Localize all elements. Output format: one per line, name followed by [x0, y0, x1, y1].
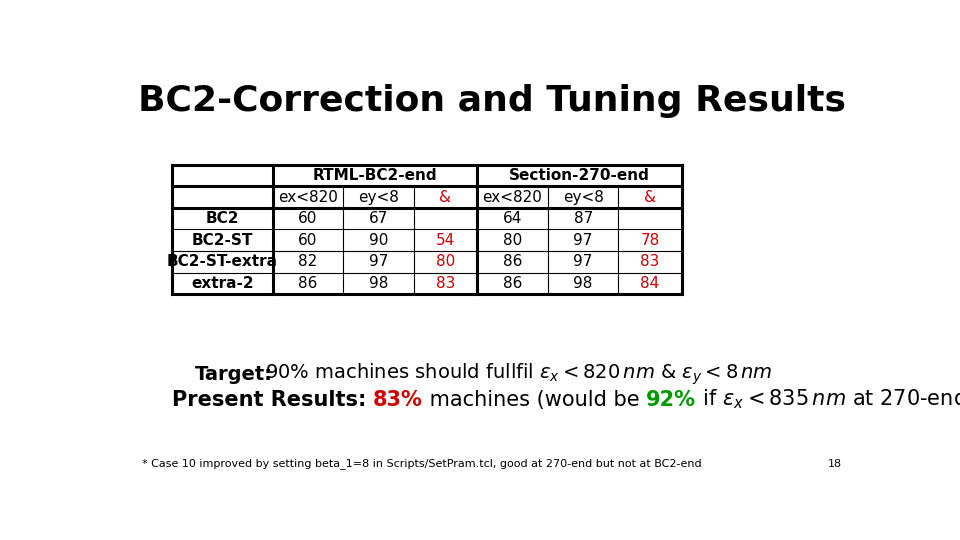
Text: 60: 60 [299, 233, 318, 248]
Text: BC2-Correction and Tuning Results: BC2-Correction and Tuning Results [138, 84, 846, 118]
Text: 64: 64 [503, 211, 522, 226]
Text: 67: 67 [369, 211, 388, 226]
Text: 83: 83 [436, 276, 455, 291]
Text: 82: 82 [299, 254, 318, 269]
Text: BC2: BC2 [205, 211, 239, 226]
Text: Section-270-end: Section-270-end [509, 168, 650, 183]
Text: machines (would be: machines (would be [423, 389, 646, 409]
Text: extra-2: extra-2 [191, 276, 253, 291]
Text: ex<820: ex<820 [278, 190, 338, 205]
Text: 83: 83 [640, 254, 660, 269]
Text: 86: 86 [503, 254, 522, 269]
Text: 87: 87 [573, 211, 592, 226]
Text: 97: 97 [573, 254, 593, 269]
Text: 54: 54 [436, 233, 455, 248]
Text: 18: 18 [828, 459, 842, 469]
Text: &: & [440, 190, 451, 205]
Text: 80: 80 [436, 254, 455, 269]
Text: 83%: 83% [373, 389, 423, 409]
Text: RTML-BC2-end: RTML-BC2-end [313, 168, 437, 183]
Text: ey<8: ey<8 [563, 190, 604, 205]
Text: 86: 86 [299, 276, 318, 291]
Text: 98: 98 [573, 276, 593, 291]
Text: BC2-ST-extra: BC2-ST-extra [167, 254, 277, 269]
Text: 92%: 92% [646, 389, 696, 409]
Text: BC2-ST: BC2-ST [192, 233, 253, 248]
Text: ey<8: ey<8 [358, 190, 399, 205]
Text: Target:: Target: [194, 365, 273, 384]
Text: 78: 78 [640, 233, 660, 248]
Text: 84: 84 [640, 276, 660, 291]
Text: 86: 86 [503, 276, 522, 291]
Text: 90% machines should fullfil $\epsilon_x < 820\,nm$ & $\epsilon_y < 8\,nm$: 90% machines should fullfil $\epsilon_x … [265, 362, 773, 387]
Text: Present Results:: Present Results: [172, 389, 367, 409]
Text: 60: 60 [299, 211, 318, 226]
Text: ex<820: ex<820 [483, 190, 542, 205]
Text: 98: 98 [369, 276, 388, 291]
Text: 97: 97 [573, 233, 593, 248]
Text: if $\epsilon_x < 835\,nm$ at 270-end): if $\epsilon_x < 835\,nm$ at 270-end) [696, 388, 960, 411]
Text: * Case 10 improved by setting beta_1=8 in Scripts/SetPram.tcl, good at 270-end b: * Case 10 improved by setting beta_1=8 i… [142, 458, 702, 469]
Text: 80: 80 [503, 233, 522, 248]
Text: 97: 97 [369, 254, 388, 269]
Text: &: & [644, 190, 656, 205]
Text: 90: 90 [369, 233, 388, 248]
